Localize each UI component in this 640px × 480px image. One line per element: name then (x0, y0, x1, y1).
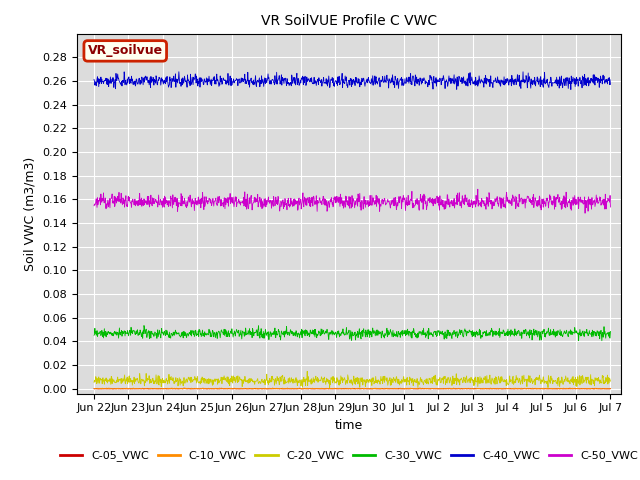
C-10_VWC (607, 386, 614, 392)
C-05_VWC (91, 386, 99, 392)
Legend: C-05_VWC, C-10_VWC, C-20_VWC, C-30_VWC, C-40_VWC, C-50_VWC: C-05_VWC, C-10_VWC, C-20_VWC, C-30_VWC, … (56, 446, 640, 466)
C-40_VWC (264, 76, 272, 82)
C-40_VWC (178, 79, 186, 85)
Line: C-05_VWC: C-05_VWC (94, 388, 611, 389)
C-40_VWC (315, 82, 323, 87)
C-50_VWC (264, 197, 272, 203)
C-10_VWC (178, 385, 186, 391)
C-50_VWC (90, 203, 98, 209)
C-05_VWC (362, 386, 370, 392)
C-10_VWC (90, 386, 98, 392)
C-50_VWC (372, 192, 380, 198)
C-40_VWC (90, 77, 98, 83)
C-50_VWC (314, 200, 322, 206)
C-30_VWC (90, 332, 98, 338)
Text: VR_soilvue: VR_soilvue (88, 44, 163, 58)
C-05_VWC (315, 386, 323, 392)
C-20_VWC (315, 376, 323, 382)
X-axis label: time: time (335, 419, 363, 432)
C-30_VWC (607, 329, 614, 335)
C-20_VWC (607, 378, 614, 384)
C-40_VWC (175, 69, 182, 74)
C-20_VWC (177, 379, 185, 385)
C-30_VWC (159, 330, 167, 336)
C-05_VWC (90, 386, 98, 392)
C-10_VWC (159, 386, 167, 392)
C-20_VWC (326, 385, 333, 391)
C-10_VWC (315, 385, 323, 391)
C-10_VWC (264, 386, 272, 392)
C-30_VWC (140, 323, 148, 328)
C-30_VWC (178, 330, 186, 336)
C-05_VWC (180, 385, 188, 391)
Line: C-20_VWC: C-20_VWC (94, 371, 611, 388)
Line: C-30_VWC: C-30_VWC (94, 325, 611, 341)
C-40_VWC (362, 80, 370, 85)
C-50_VWC (581, 210, 589, 216)
C-50_VWC (362, 204, 369, 210)
C-20_VWC (159, 375, 166, 381)
C-05_VWC (373, 386, 381, 392)
C-05_VWC (265, 386, 273, 392)
C-30_VWC (372, 332, 380, 338)
Y-axis label: Soil VWC (m3/m3): Soil VWC (m3/m3) (24, 156, 36, 271)
C-10_VWC (373, 386, 381, 392)
Line: C-50_VWC: C-50_VWC (94, 189, 611, 213)
C-50_VWC (177, 191, 185, 196)
C-50_VWC (607, 204, 614, 210)
C-10_VWC (362, 385, 370, 391)
Line: C-40_VWC: C-40_VWC (94, 72, 611, 90)
C-30_VWC (264, 329, 272, 335)
C-40_VWC (567, 87, 575, 93)
C-20_VWC (362, 377, 370, 383)
C-20_VWC (90, 379, 98, 385)
C-20_VWC (264, 378, 272, 384)
C-05_VWC (159, 386, 167, 392)
C-05_VWC (607, 385, 614, 391)
C-40_VWC (607, 82, 614, 87)
C-30_VWC (315, 331, 323, 336)
Line: C-10_VWC: C-10_VWC (94, 388, 611, 389)
C-30_VWC (362, 327, 370, 333)
C-40_VWC (372, 80, 380, 86)
C-40_VWC (159, 77, 166, 83)
Title: VR SoilVUE Profile C VWC: VR SoilVUE Profile C VWC (260, 14, 437, 28)
C-20_VWC (303, 368, 311, 374)
C-50_VWC (159, 204, 166, 210)
C-50_VWC (474, 186, 482, 192)
C-10_VWC (269, 385, 276, 391)
C-05_VWC (178, 386, 186, 392)
C-30_VWC (598, 338, 605, 344)
C-10_VWC (93, 386, 101, 392)
C-20_VWC (373, 377, 381, 383)
